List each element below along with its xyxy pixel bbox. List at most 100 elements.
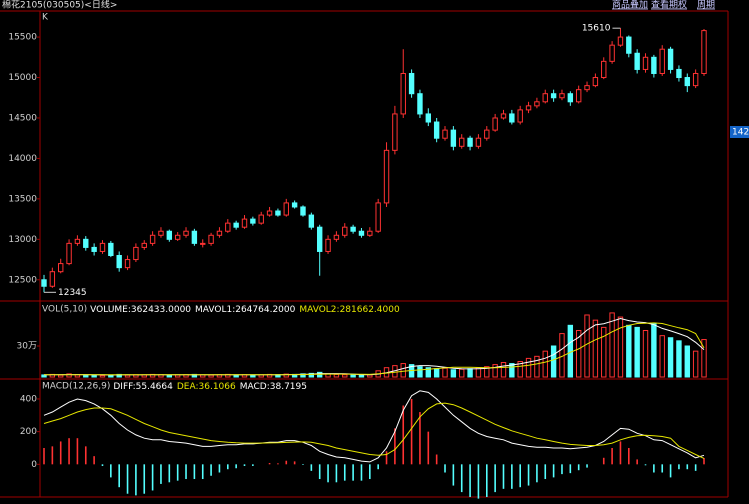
volume-bar	[492, 364, 498, 378]
candle-body	[350, 226, 356, 232]
volume-bar	[642, 329, 649, 378]
candle-body	[325, 238, 331, 252]
volume-bar	[500, 362, 507, 378]
volume-bar	[676, 340, 682, 378]
volume-bar	[58, 374, 64, 378]
candle-body	[225, 222, 231, 232]
volume-bar	[692, 350, 699, 378]
indicator-label: VOL(5,10)	[42, 305, 87, 315]
candle-body	[651, 56, 657, 74]
candle-body	[567, 93, 574, 103]
candle-body	[425, 113, 432, 123]
volume-bar	[617, 316, 624, 378]
volume-bar	[308, 372, 315, 378]
volume-bar	[575, 329, 582, 378]
y-tick-label: 200	[20, 427, 37, 437]
y-tick-label: 13500	[8, 194, 37, 204]
candle-body	[316, 226, 323, 252]
volume-bar	[667, 337, 674, 378]
candle-body	[634, 52, 640, 70]
volume-bar	[442, 367, 448, 378]
legend-entry: DEA:36.1066	[177, 382, 236, 392]
candle-body	[475, 137, 482, 147]
candle-body	[108, 242, 114, 257]
volume-bar	[459, 368, 465, 378]
candle-body	[542, 93, 548, 103]
candle-body	[191, 230, 198, 244]
volume-bar	[550, 345, 557, 378]
candle-body	[41, 279, 47, 287]
link[interactable]: 周期	[697, 0, 715, 11]
candle-body	[642, 56, 649, 70]
volume-bar	[166, 374, 173, 378]
candle-body	[58, 263, 64, 273]
candle-body	[266, 210, 273, 216]
line	[44, 322, 705, 376]
candle-body	[667, 48, 674, 70]
candle-body	[550, 93, 557, 99]
candle-body	[400, 72, 406, 115]
legend-value: 55.4664	[136, 382, 173, 392]
panel-label: K	[42, 13, 49, 23]
candle-body	[74, 238, 81, 244]
volume-bar	[66, 373, 72, 378]
legend-name: MAVOL2:	[299, 305, 339, 315]
candle-body	[149, 234, 156, 244]
volume-bar	[250, 374, 256, 378]
candle-body	[291, 202, 298, 208]
volume-bar	[601, 326, 607, 378]
volume-bar	[433, 368, 440, 378]
candle-body	[333, 234, 340, 240]
legend-entry: VOLUME:362433.0000	[90, 305, 191, 315]
candle-body	[49, 271, 56, 287]
candle-body	[158, 230, 164, 236]
legend-entry: DIFF:55.4664	[113, 382, 173, 392]
candle-body	[433, 121, 440, 139]
link[interactable]: 查看期权	[651, 0, 687, 11]
y-tick-label: 400	[20, 394, 37, 404]
candle-body	[275, 210, 281, 216]
legend-entry: MAVOL1:264764.2000	[195, 305, 296, 315]
candle-body	[300, 206, 306, 216]
legend-value: 36.1066	[199, 382, 236, 392]
y-tick-label: 0	[31, 460, 37, 470]
candle-body	[626, 36, 632, 54]
volume-bar	[534, 355, 540, 378]
candle-body	[442, 129, 448, 139]
volume-bar	[609, 312, 615, 378]
candle-body	[375, 202, 381, 232]
volume-bar	[626, 324, 632, 378]
candle-body	[459, 137, 465, 147]
volume-bar	[659, 335, 665, 378]
volume-bar	[525, 357, 532, 378]
candle-body	[575, 89, 582, 103]
candle-body	[208, 234, 214, 244]
candle-body	[383, 149, 390, 204]
candle-body	[676, 68, 682, 79]
y-tick-label: 14000	[8, 154, 37, 164]
y-tick-label: 12500	[8, 275, 37, 285]
volume-bar	[342, 374, 348, 378]
volume-bar	[350, 374, 356, 378]
candle-body	[83, 238, 89, 248]
volume-bar	[517, 360, 523, 378]
candle-body	[701, 30, 707, 74]
volume-bar	[701, 339, 707, 378]
link[interactable]: 商品叠加	[612, 0, 648, 11]
legend-value: 362433.0000	[131, 305, 191, 315]
candle-body	[684, 77, 690, 87]
candle-body	[99, 242, 106, 252]
legend-value: 38.7195	[270, 382, 307, 392]
volume-bar	[417, 366, 423, 378]
legend-name: DIFF:	[113, 382, 135, 392]
min-annotation: 12345	[58, 288, 87, 298]
volume-bar	[684, 345, 690, 378]
legend-value: 264764.2000	[235, 305, 295, 315]
candle-body	[358, 230, 365, 236]
volume-bar	[208, 374, 214, 378]
candle-body	[509, 113, 515, 123]
candle-body	[417, 93, 423, 115]
candle-body	[692, 72, 699, 87]
legend-name: MACD:	[240, 382, 270, 392]
candle-body	[91, 246, 97, 252]
